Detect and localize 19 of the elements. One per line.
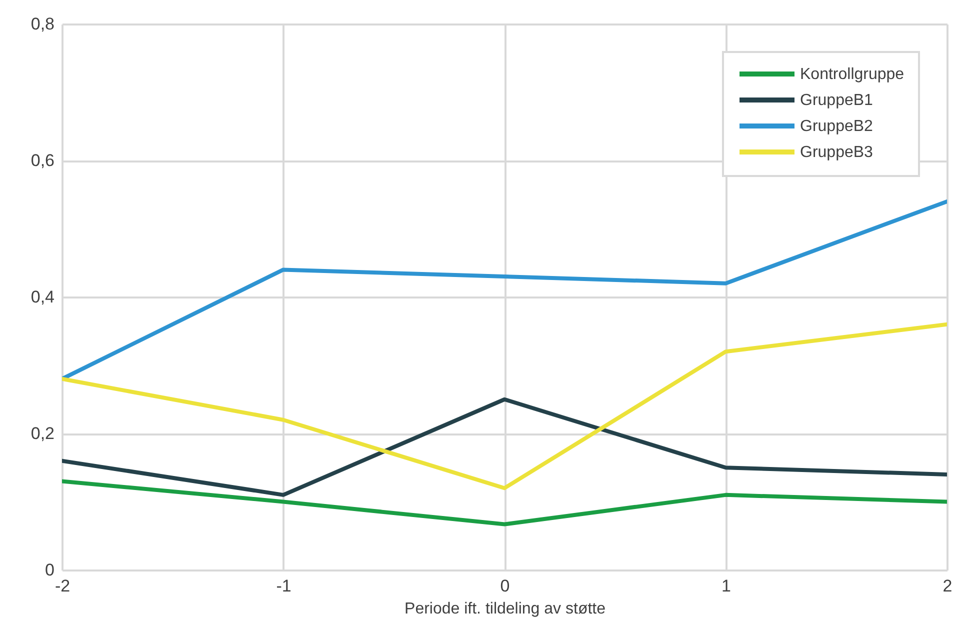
x-tick-label: 2 [942, 576, 952, 596]
x-tick-label: 0 [500, 576, 510, 596]
y-tick-label: 0 [45, 560, 54, 580]
line-series [62, 397, 947, 497]
y-tick-label: 0,2 [30, 424, 54, 443]
line-series [62, 322, 947, 490]
line-series [62, 199, 947, 381]
x-tick-label: -1 [276, 576, 292, 596]
y-tick-label: 0,6 [30, 151, 54, 170]
legend-label: GruppeB3 [800, 144, 874, 161]
y-tick-label: 0,8 [30, 14, 54, 34]
x-axis-title: Periode ift. tildeling av støtte [404, 600, 606, 618]
line-series [62, 479, 947, 526]
x-tick-label: 1 [722, 576, 731, 596]
legend-label: Kontrollgruppe [800, 66, 904, 83]
y-tick-label: 0,4 [30, 288, 54, 306]
x-tick-label: -2 [54, 576, 70, 596]
legend-label: GruppeB2 [800, 118, 874, 135]
legend-label: GruppeB1 [800, 92, 874, 109]
